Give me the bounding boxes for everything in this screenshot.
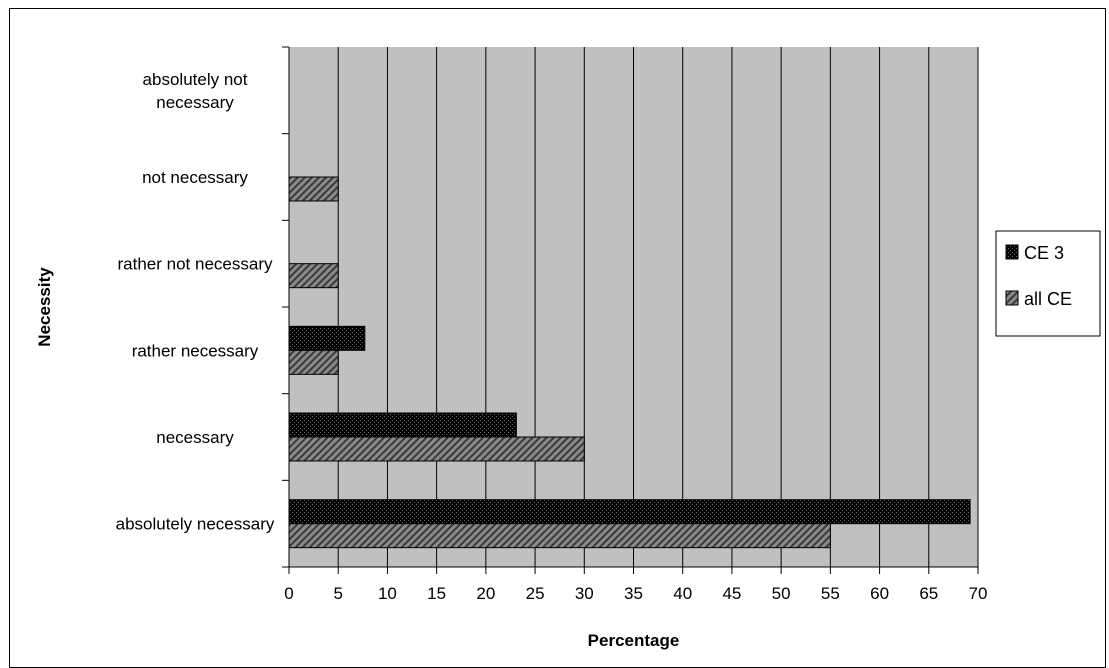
x-tick-label: 25 <box>526 584 545 603</box>
grid-lines <box>337 47 979 567</box>
x-tick-label: 70 <box>969 584 988 603</box>
bar-all-ce <box>288 436 585 462</box>
legend-swatch-ce3 <box>1005 244 1019 260</box>
bar-all-ce <box>288 263 339 289</box>
x-tick-label: 30 <box>575 584 594 603</box>
category-label: absolutely necessary <box>116 515 275 534</box>
axes <box>282 46 979 574</box>
x-tick-label: 50 <box>772 584 791 603</box>
x-tick-label: 10 <box>378 584 397 603</box>
x-tick-label: 45 <box>722 584 741 603</box>
bar-all-ce <box>288 349 339 375</box>
legend: CE 3 all CE <box>995 230 1101 337</box>
bar-all-ce <box>288 523 831 549</box>
x-tick-label: 60 <box>870 584 889 603</box>
category-label: rather not necessary <box>118 255 273 274</box>
bars <box>288 176 971 549</box>
category-label: not necessary <box>142 168 248 187</box>
x-tick-label: 65 <box>919 584 938 603</box>
x-tick-label: 40 <box>673 584 692 603</box>
x-tick-label: 0 <box>284 584 293 603</box>
category-label: necessary <box>156 428 234 447</box>
category-label: absolutely not necessary <box>143 70 248 112</box>
x-tick-label: 55 <box>821 584 840 603</box>
legend-swatch-all-ce <box>1005 290 1019 306</box>
x-axis-title: Percentage <box>588 631 680 650</box>
x-tick-label: 20 <box>476 584 495 603</box>
legend-label-all-ce: all CE <box>1024 289 1072 309</box>
y-axis-title: Necessity <box>35 267 54 347</box>
bar-all-ce <box>288 176 339 202</box>
x-tick-label: 15 <box>427 584 446 603</box>
labels: 0 5 10 15 20 25 30 35 40 45 50 55 60 65 70 absolutely n… <box>116 70 988 603</box>
x-tick-label: 5 <box>333 584 342 603</box>
bar-ce3 <box>288 499 971 525</box>
legend-label-ce3: CE 3 <box>1024 243 1064 263</box>
bar-ce3 <box>288 325 366 351</box>
x-tick-label: 35 <box>624 584 643 603</box>
category-label: rather necessary <box>132 341 259 360</box>
bar-ce3 <box>288 412 517 438</box>
